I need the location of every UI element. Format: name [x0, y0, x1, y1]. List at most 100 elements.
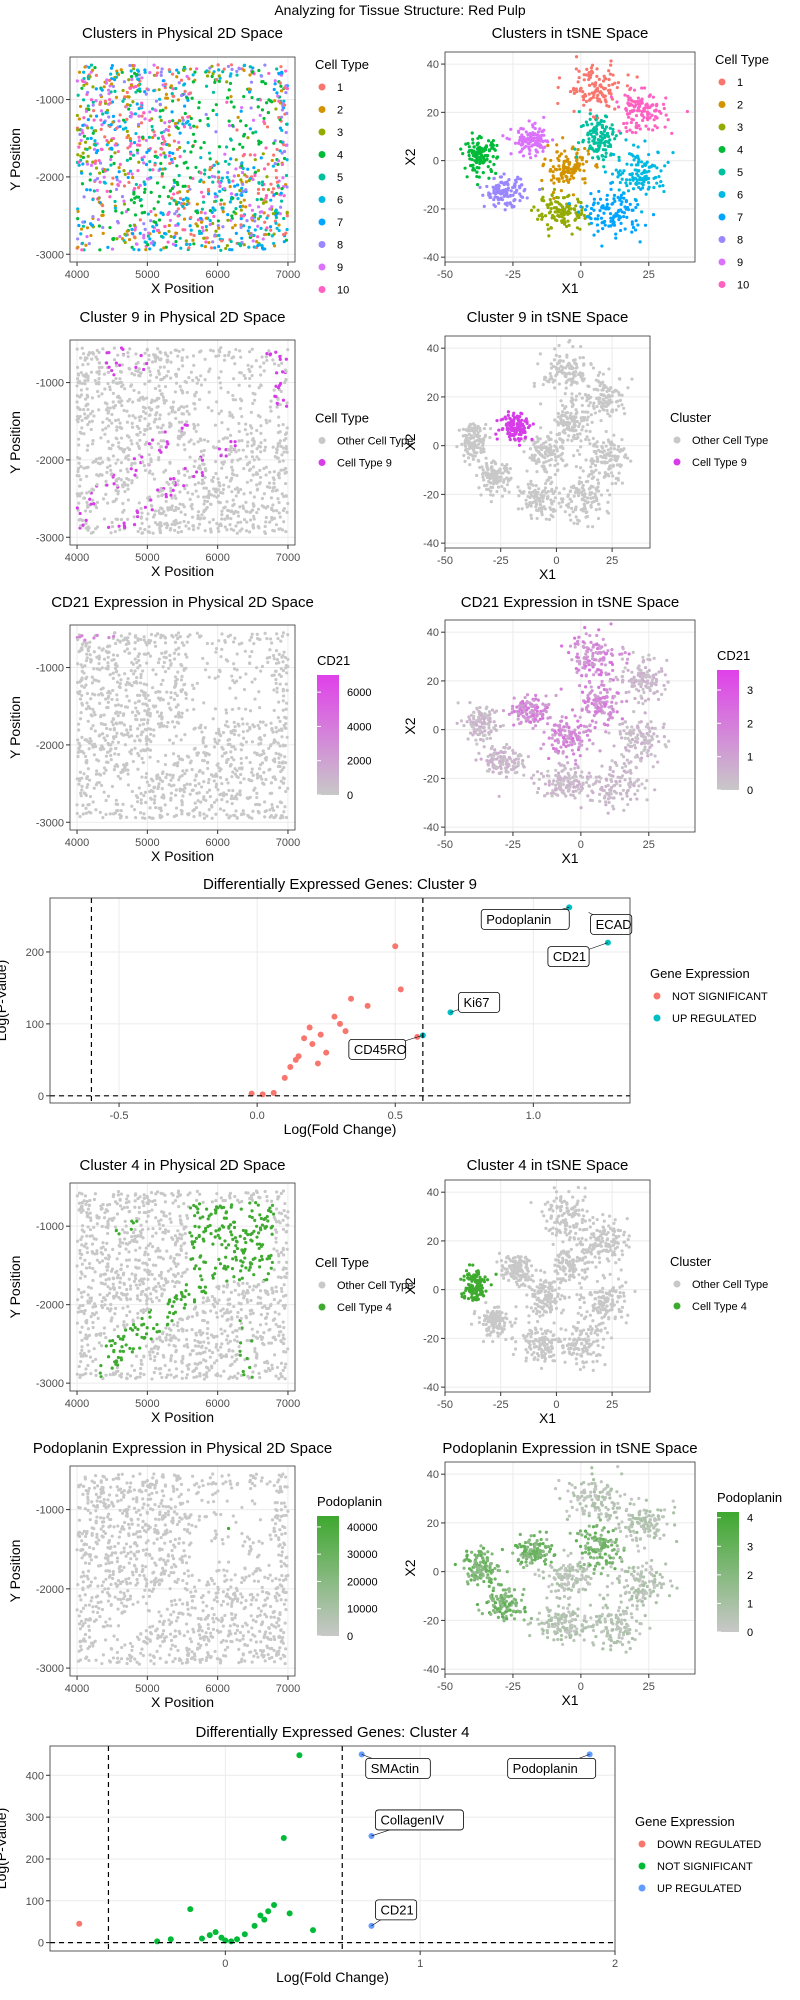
cell-point [76, 377, 80, 381]
cell-point [164, 245, 168, 249]
cell-point [536, 445, 540, 449]
cell-point [550, 501, 554, 505]
cell-point [143, 70, 147, 74]
cell-point [152, 477, 157, 481]
legend-key [718, 236, 726, 243]
cell-point [612, 197, 616, 201]
cell-point [491, 493, 495, 497]
cell-point [236, 115, 240, 119]
cell-point [107, 370, 111, 374]
cell-point [193, 459, 197, 463]
cell-point [611, 474, 615, 478]
cell-point [554, 353, 558, 357]
cell-point [199, 156, 203, 160]
cell-point [160, 172, 164, 176]
cell-point [269, 182, 273, 186]
cell-point [496, 485, 501, 489]
cell-point [274, 221, 278, 225]
cell-point [161, 423, 165, 427]
cell-point [553, 210, 557, 214]
cell-point [78, 517, 83, 521]
cell-point [177, 140, 181, 144]
cell-point [611, 463, 615, 467]
cell-point [598, 197, 603, 201]
cell-point [584, 458, 588, 462]
cell-point [544, 460, 548, 464]
cell-point [611, 73, 615, 77]
cell-point [477, 459, 481, 463]
cell-point [107, 525, 111, 530]
cell-point [83, 382, 87, 386]
cell-point [269, 496, 274, 500]
cell-point [492, 203, 496, 207]
cell-point [144, 440, 149, 444]
cell-point [521, 142, 525, 146]
cell-point [135, 102, 139, 106]
cell-point [108, 189, 113, 193]
cell-point [475, 473, 479, 478]
cell-point [220, 421, 224, 425]
cell-point [596, 214, 600, 218]
cell-point [599, 118, 603, 123]
cell-point [238, 188, 242, 193]
cell-point [154, 108, 158, 113]
cell-point [101, 231, 105, 235]
cell-point [140, 455, 144, 459]
cell-point [271, 476, 275, 480]
legend-label: 6 [737, 190, 743, 202]
cell-point [83, 140, 88, 144]
cell-point [595, 124, 599, 128]
cell-point [132, 67, 136, 71]
cell-point [233, 223, 237, 227]
cell-point [192, 242, 196, 246]
cell-point [561, 359, 565, 363]
cell-point [490, 473, 494, 478]
cell-point [216, 223, 220, 228]
cell-point [563, 510, 567, 514]
cell-point [184, 380, 189, 384]
cell-point [159, 161, 163, 166]
cell-point [261, 80, 265, 84]
cell-point [612, 193, 617, 197]
cell-point [136, 515, 140, 519]
cell-point [171, 151, 175, 156]
cell-point [614, 476, 618, 481]
cell-point [558, 437, 562, 441]
cell-point [231, 468, 235, 472]
cell-point [232, 473, 236, 477]
cell-point [156, 200, 160, 204]
cell-point [557, 179, 561, 184]
cell-point [199, 210, 203, 214]
cell-point [125, 117, 129, 121]
cell-point [177, 71, 181, 75]
cell-point [104, 492, 108, 496]
cell-point [475, 174, 479, 179]
cell-point [94, 87, 98, 91]
cell-point [127, 180, 131, 184]
cell-point [663, 125, 667, 129]
cell-point [536, 217, 540, 221]
cell-point [632, 105, 636, 109]
cell-point [146, 512, 150, 516]
cell-point [117, 524, 121, 528]
cell-point [240, 193, 244, 197]
cell-point [604, 444, 608, 448]
cell-point [221, 437, 225, 441]
cell-point [259, 383, 263, 387]
cell-point [626, 73, 630, 77]
cell-point [248, 376, 252, 381]
cell-point [128, 144, 132, 148]
cell-point [573, 507, 578, 511]
cell-point [114, 126, 118, 131]
cell-point [77, 117, 82, 121]
cell-point [570, 419, 574, 423]
cell-point [584, 120, 588, 124]
cell-point [527, 119, 531, 123]
cell-point [666, 160, 670, 164]
cell-point [566, 165, 570, 170]
cell-point [625, 215, 629, 219]
cell-point [220, 512, 224, 517]
cell-point [78, 511, 82, 516]
cell-point [180, 426, 184, 430]
